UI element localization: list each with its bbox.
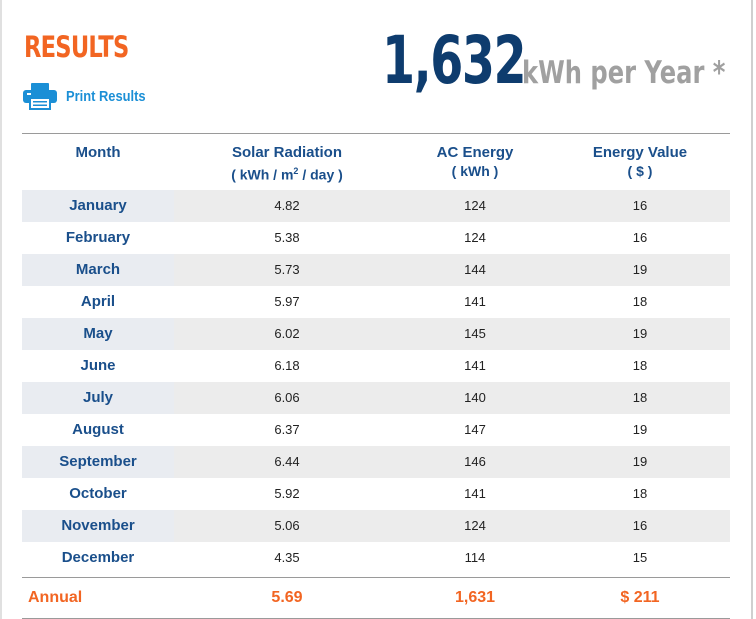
energy-value-cell: 19: [550, 446, 730, 478]
ac-energy-cell: 146: [400, 446, 550, 478]
energy-value-cell: 19: [550, 318, 730, 350]
energy-value-cell: 18: [632, 294, 648, 309]
column-header-month: Month: [75, 144, 121, 161]
annual-total-unit: kWh per Year *: [522, 55, 726, 91]
month-cell: November: [22, 510, 174, 542]
ac-energy-cell: 124: [400, 190, 550, 222]
annual-solar: 5.69: [271, 589, 303, 606]
annual-ac: 1,631: [454, 589, 496, 606]
annual-label: Annual: [28, 589, 83, 606]
month-cell: April: [22, 286, 174, 318]
ac-energy-cell: 145: [400, 318, 550, 350]
energy-value-cell: 19: [550, 254, 730, 286]
ac-energy-cell: 147: [464, 422, 486, 437]
energy-value-cell: 18: [550, 382, 730, 414]
table-body: January 4.82 124 16 February 5.38 124 16 March 5.…: [22, 190, 730, 574]
table-row: October 5.92 141 18: [22, 478, 730, 510]
annual-row: Annual 5.69 1,631 $ 211: [22, 578, 730, 618]
energy-value-cell: 16: [632, 230, 648, 245]
column-header-ac-energy: AC Energy ( kWh ): [436, 144, 514, 179]
ac-energy-cell: 140: [400, 382, 550, 414]
month-cell: March: [22, 254, 174, 286]
column-header-energy-value: Energy Value ( $ ): [592, 144, 688, 179]
solar-radiation-cell: 5.38: [274, 230, 300, 245]
table-row: April 5.97 141 18: [22, 286, 730, 318]
energy-value-cell: 19: [632, 422, 648, 437]
ac-energy-cell: 144: [400, 254, 550, 286]
month-cell: February: [22, 222, 174, 254]
table-row: September 6.44 146 19: [22, 446, 730, 478]
solar-radiation-cell: 6.02: [174, 318, 400, 350]
energy-value-cell: 18: [632, 486, 648, 501]
solar-radiation-cell: 6.44: [174, 446, 400, 478]
table-top-rule: [22, 133, 730, 134]
energy-value-cell: 16: [550, 190, 730, 222]
month-cell: December: [22, 542, 174, 574]
solar-radiation-cell: 6.18: [274, 358, 300, 373]
ac-energy-cell: 141: [464, 486, 486, 501]
table-annual-rule: [22, 577, 730, 578]
energy-value-cell: 18: [632, 358, 648, 373]
table-row: June 6.18 141 18: [22, 350, 730, 382]
table-row: February 5.38 124 16: [22, 222, 730, 254]
print-results-link[interactable]: Print Results: [22, 82, 159, 110]
ac-energy-cell: 141: [464, 294, 486, 309]
annual-total: 1,632 kWh per Year *: [382, 22, 756, 99]
print-results-label: Print Results: [66, 87, 146, 105]
solar-radiation-cell: 6.06: [174, 382, 400, 414]
month-cell: January: [22, 190, 174, 222]
month-cell: September: [22, 446, 174, 478]
solar-radiation-cell: 5.06: [174, 510, 400, 542]
month-cell: July: [22, 382, 174, 414]
printer-icon: [23, 83, 57, 110]
energy-value-cell: 16: [550, 510, 730, 542]
ac-energy-cell: 124: [464, 230, 486, 245]
table-row: July 6.06 140 18: [22, 382, 730, 414]
ac-energy-cell: 114: [464, 550, 486, 565]
ac-energy-cell: 141: [464, 358, 486, 373]
month-cell: May: [22, 318, 174, 350]
page-title: RESULTS: [24, 30, 129, 64]
energy-value-cell: 15: [632, 550, 648, 565]
table-row: March 5.73 144 19: [22, 254, 730, 286]
results-table: Month Solar Radiation ( kWh / m2 / day )…: [22, 133, 730, 619]
table-row: November 5.06 124 16: [22, 510, 730, 542]
month-cell: August: [22, 414, 174, 446]
month-cell: June: [22, 350, 174, 382]
solar-radiation-cell: 4.35: [274, 550, 300, 565]
solar-radiation-cell: 6.37: [274, 422, 300, 437]
solar-radiation-cell: 4.82: [174, 190, 400, 222]
table-header: Month Solar Radiation ( kWh / m2 / day )…: [22, 134, 730, 190]
column-header-solar-radiation: Solar Radiation ( kWh / m2 / day ): [231, 144, 343, 183]
table-row: January 4.82 124 16: [22, 190, 730, 222]
annual-value: $ 211: [620, 589, 660, 606]
solar-radiation-cell: 5.97: [274, 294, 300, 309]
annual-total-value: 1,632: [382, 22, 527, 99]
table-row: August 6.37 147 19: [22, 414, 730, 446]
solar-radiation-cell: 5.92: [274, 486, 300, 501]
table-row: December 4.35 114 15: [22, 542, 730, 574]
solar-radiation-cell: 5.73: [174, 254, 400, 286]
table-row: May 6.02 145 19: [22, 318, 730, 350]
ac-energy-cell: 124: [400, 510, 550, 542]
month-cell: October: [22, 478, 174, 510]
